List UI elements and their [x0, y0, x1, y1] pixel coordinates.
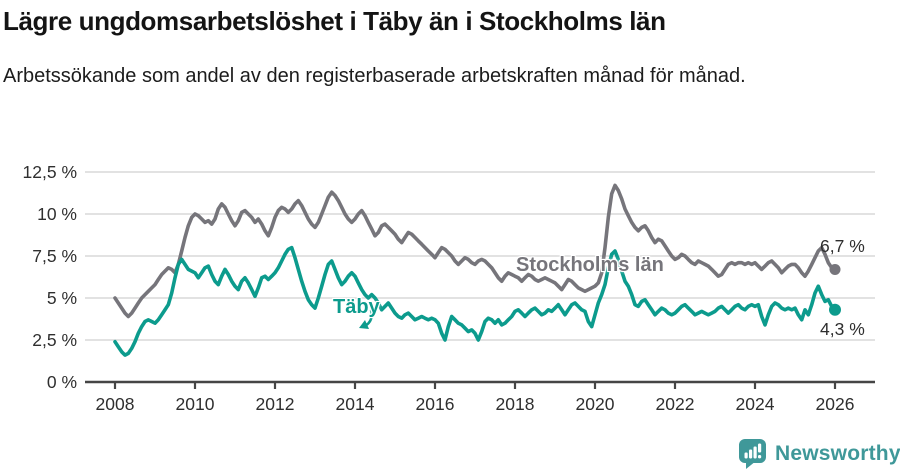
x-tick-label: 2014: [335, 394, 375, 414]
series-label-taby: Täby: [333, 296, 380, 318]
taby-label-arrowhead: [359, 320, 369, 329]
end-dot-taby: [829, 303, 841, 316]
newsworthy-bubble-chart-icon: [739, 439, 766, 469]
y-tick-label: 7,5 %: [32, 246, 77, 266]
x-tick-label: 2022: [655, 394, 695, 414]
x-tick-label: 2018: [495, 394, 535, 414]
y-tick-label: 5 %: [46, 288, 77, 308]
x-tick-label: 2010: [175, 394, 215, 414]
x-tick-label: 2008: [95, 394, 135, 414]
x-tick-label: 2016: [415, 394, 455, 414]
chart-subtitle: Arbetssökande som andel av den registerb…: [3, 65, 746, 87]
newsworthy-logo: Newsworthy: [738, 438, 900, 470]
newsworthy-wordmark: Newsworthy: [775, 442, 900, 465]
series-label-stockholms-lan: Stockholms län: [516, 254, 664, 276]
end-value-taby: 4,3 %: [820, 319, 865, 339]
x-tick-label: 2020: [575, 394, 615, 414]
x-tick-label: 2026: [815, 394, 855, 414]
page-title: Lägre ungdomsarbetslöshet i Täby än i St…: [3, 6, 666, 36]
series-line-stockholms-lan: [113, 183, 837, 319]
y-tick-label: 10 %: [37, 204, 77, 224]
series-line-taby: [113, 245, 837, 357]
y-tick-label: 0 %: [46, 372, 77, 392]
end-dot-stockholms-lan: [829, 263, 841, 275]
x-tick-label: 2012: [255, 394, 295, 414]
y-tick-label: 2,5 %: [32, 330, 77, 350]
x-tick-label: 2024: [735, 394, 775, 414]
y-tick-label: 12,5 %: [22, 162, 77, 182]
end-value-stockholms-lan: 6,7 %: [820, 236, 865, 256]
